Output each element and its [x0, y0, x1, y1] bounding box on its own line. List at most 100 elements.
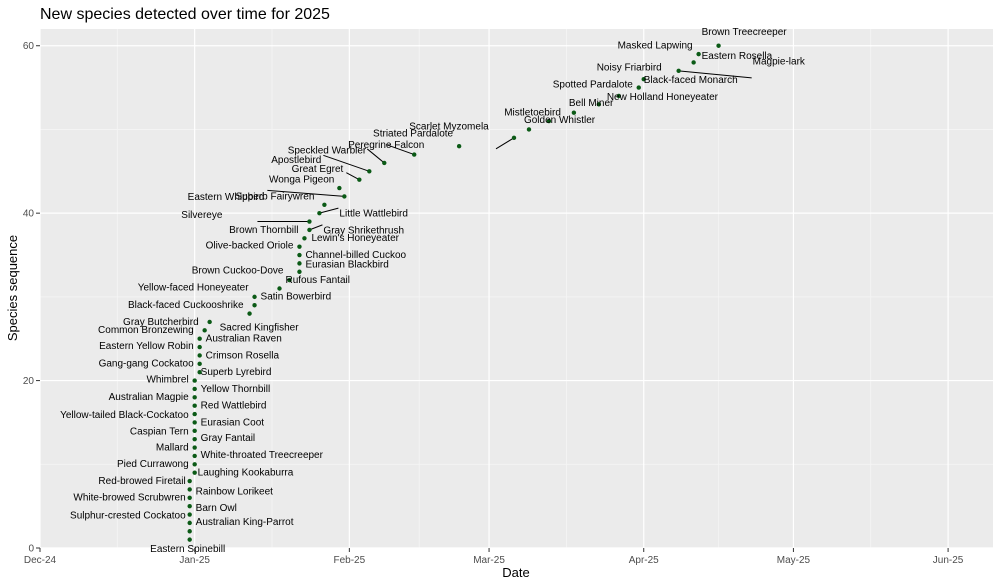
data-point: [247, 311, 252, 316]
point-label: Sacred Kingfisher: [220, 322, 300, 333]
point-label: Striated Pardalote: [373, 129, 453, 140]
data-point: [297, 244, 302, 249]
point-label: Eurasian Blackbird: [305, 259, 388, 270]
point-label: Olive-backed Oriole: [206, 241, 294, 252]
data-point: [192, 420, 197, 425]
data-point: [197, 353, 202, 358]
data-point: [571, 110, 577, 115]
y-axis-ticks: 0 20 40 60: [23, 41, 40, 555]
data-point: [357, 177, 362, 182]
plot-panel: [40, 29, 993, 548]
point-label: Brown Thornbill: [229, 225, 298, 236]
point-label: Rufous Fantail: [285, 275, 349, 286]
point-label: Australian King-Parrot: [196, 517, 294, 528]
point-label: Caspian Tern: [130, 427, 189, 438]
point-label: Barn Owl: [196, 503, 237, 514]
point-label: Australian Raven: [206, 334, 282, 345]
point-label: Brown Treecreeper: [702, 27, 788, 38]
data-point: [187, 495, 192, 500]
point-label: Scarlet Myzomela: [409, 121, 489, 132]
label-leader-line: [495, 137, 515, 150]
data-point: [287, 277, 292, 283]
data-point: [511, 135, 517, 141]
data-point: [192, 386, 197, 392]
point-label: New Holland Honeyeater: [607, 92, 719, 103]
data-point: [187, 487, 192, 492]
data-point: [197, 336, 202, 341]
label-leader-line: [386, 144, 415, 156]
label-leader-line: [267, 189, 345, 197]
data-point: [252, 294, 257, 300]
point-label: Pied Currawong: [117, 459, 189, 470]
chart-title: New species detected over time for 2025: [40, 6, 330, 23]
point-label: Whimbrel: [146, 374, 188, 385]
data-point: [192, 470, 197, 475]
data-point: [382, 160, 387, 166]
data-point: [716, 43, 721, 48]
point-label: Eastern Whipbird: [188, 192, 265, 203]
data-point: [676, 68, 681, 74]
x-tick-label: Jan-25: [179, 555, 210, 566]
minor-gridlines: [40, 29, 993, 548]
data-point: [307, 227, 312, 233]
point-labels: Eastern Spinebill Australian King-Parrot S…: [60, 27, 806, 555]
point-label: Eastern Spinebill: [150, 544, 225, 555]
point-label: Superb Fairywren: [235, 191, 314, 202]
point-label: Yellow Thornbill: [201, 384, 271, 395]
data-point: [456, 143, 462, 149]
data-point: [412, 152, 417, 157]
data-point: [192, 411, 197, 417]
y-tick-label: 0: [28, 544, 34, 555]
label-leader-line: [323, 154, 370, 172]
data-point: [202, 328, 207, 333]
point-label: Rainbow Lorikeet: [196, 486, 273, 497]
point-label: Eastern Rosella: [702, 51, 773, 62]
data-point: [197, 344, 202, 350]
data-point: [342, 194, 347, 199]
point-label: Black-faced Monarch: [644, 75, 738, 86]
point-label: Satin Bowerbird: [261, 292, 332, 303]
data-point: [696, 51, 701, 57]
point-label: Red Wattlebird: [201, 401, 267, 412]
data-point: [636, 85, 641, 90]
point-label: Laughing Kookaburra: [198, 468, 294, 479]
point-label: Yellow-faced Honeyeater: [138, 282, 249, 293]
data-point: [187, 520, 192, 526]
data-point: [337, 185, 342, 191]
data-point: [307, 219, 312, 224]
point-label: Golden Whistler: [524, 115, 596, 126]
data-point: [616, 93, 621, 99]
data-point: [317, 210, 322, 216]
data-point: [691, 60, 696, 65]
label-leader-line: [678, 70, 752, 79]
y-tick-label: 40: [23, 209, 35, 220]
data-point: [192, 453, 197, 459]
point-label: Gray Shrikethrush: [323, 225, 404, 236]
x-axis-title: Date: [502, 565, 529, 580]
data-point: [187, 537, 192, 542]
point-label: Black-faced Cuckooshrike: [128, 300, 244, 311]
x-axis-ticks: Dec-24 Jan-25 Feb-25 Mar-25 Apr-25 May-25 Jun-…: [24, 548, 964, 566]
data-point: [187, 512, 192, 517]
point-label: White-browed Scrubwren: [73, 493, 185, 504]
data-point: [641, 77, 646, 82]
data-point: [322, 202, 327, 207]
point-label: Little Wattlebird: [339, 209, 408, 220]
point-label: Great Egret: [292, 164, 344, 175]
point-label: Eurasian Coot: [201, 417, 265, 428]
data-point: [187, 503, 192, 509]
data-point: [192, 462, 197, 467]
point-label: Peregrine Falcon: [348, 140, 424, 151]
point-label: Magpie-lark: [753, 56, 806, 67]
point-label: Speckled Warbler: [288, 145, 367, 156]
label-leader-line: [366, 148, 385, 164]
label-leader-lines: [257, 70, 752, 231]
data-point: [192, 428, 197, 434]
data-point: [367, 169, 372, 174]
label-leader-line: [309, 224, 323, 231]
major-gridlines: [39, 29, 993, 549]
data-point: [526, 127, 532, 132]
label-leader-line: [346, 172, 360, 181]
data-point: [192, 403, 197, 408]
point-label: Wonga Pigeon: [269, 175, 334, 186]
